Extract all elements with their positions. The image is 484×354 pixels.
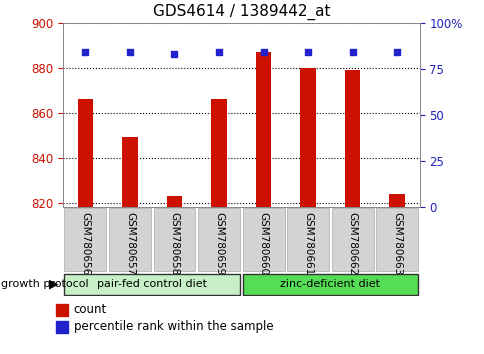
- Point: [303, 50, 311, 55]
- Text: GSM780660: GSM780660: [258, 212, 268, 275]
- Bar: [344, 70, 360, 207]
- Point: [126, 50, 134, 55]
- Text: ▶: ▶: [48, 278, 58, 291]
- Text: GSM780656: GSM780656: [80, 212, 90, 275]
- Bar: [287, 209, 328, 271]
- Bar: [331, 209, 373, 271]
- Text: count: count: [74, 303, 107, 316]
- Text: GSM780658: GSM780658: [169, 212, 179, 275]
- Text: zinc-deficient diet: zinc-deficient diet: [280, 279, 379, 289]
- Text: GSM780661: GSM780661: [302, 212, 313, 275]
- Point: [170, 51, 178, 57]
- Bar: [64, 209, 106, 271]
- Bar: [242, 274, 417, 295]
- Point: [348, 50, 356, 55]
- Text: GSM780659: GSM780659: [213, 212, 224, 275]
- Text: GSM780657: GSM780657: [125, 212, 135, 275]
- Bar: [122, 137, 137, 207]
- Bar: [64, 274, 240, 295]
- Bar: [300, 68, 315, 207]
- Bar: [166, 196, 182, 207]
- Bar: [389, 194, 404, 207]
- Bar: [376, 209, 417, 271]
- Point: [393, 50, 400, 55]
- Bar: [197, 209, 240, 271]
- Bar: [255, 52, 271, 207]
- Text: percentile rank within the sample: percentile rank within the sample: [74, 320, 273, 333]
- Text: growth protocol: growth protocol: [1, 279, 89, 289]
- Bar: [153, 209, 195, 271]
- Bar: [242, 209, 284, 271]
- Text: GSM780663: GSM780663: [392, 212, 401, 275]
- Point: [81, 50, 89, 55]
- Bar: [109, 209, 151, 271]
- Title: GDS4614 / 1389442_at: GDS4614 / 1389442_at: [152, 4, 329, 20]
- Point: [259, 50, 267, 55]
- Bar: [56, 304, 68, 316]
- Text: GSM780662: GSM780662: [347, 212, 357, 275]
- Bar: [56, 321, 68, 333]
- Text: pair-fed control diet: pair-fed control diet: [97, 279, 207, 289]
- Bar: [77, 99, 93, 207]
- Point: [215, 50, 223, 55]
- Bar: [211, 99, 227, 207]
